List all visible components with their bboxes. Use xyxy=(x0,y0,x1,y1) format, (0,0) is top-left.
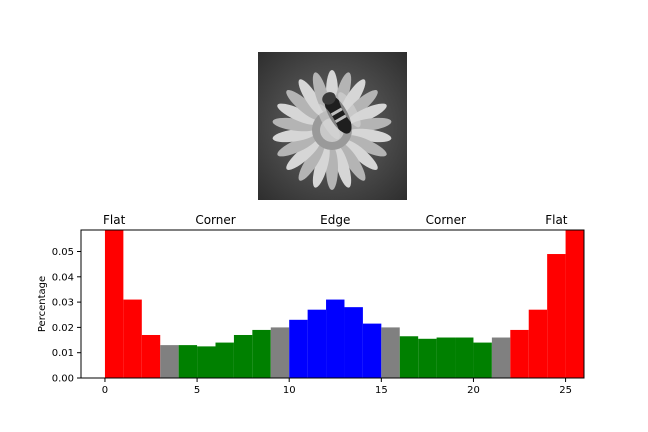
petal-shape xyxy=(298,143,325,181)
region-label: Corner xyxy=(426,213,466,227)
y-tick-label: 0.05 xyxy=(52,247,74,258)
histogram-bar xyxy=(123,299,142,378)
y-tick-label: 0.04 xyxy=(52,272,74,283)
region-label: Corner xyxy=(195,213,235,227)
y-tick-label: 0.00 xyxy=(52,374,74,385)
histogram-bar xyxy=(233,334,253,378)
histogram-bar xyxy=(197,346,216,378)
histogram-bar xyxy=(289,319,308,378)
x-tick-label: 20 xyxy=(467,385,480,396)
histogram-bar xyxy=(252,329,271,378)
histogram-bar xyxy=(270,327,290,378)
petal-shape xyxy=(312,145,330,188)
flower-insect-photo xyxy=(258,52,407,200)
y-tick-label: 0.01 xyxy=(52,348,74,359)
histogram-bar xyxy=(399,336,419,378)
x-tick-label: 15 xyxy=(375,385,388,396)
y-tick-label: 0.02 xyxy=(52,323,74,334)
histogram-bar xyxy=(215,342,234,378)
x-tick-label: 25 xyxy=(559,385,572,396)
y-tick-label: 0.03 xyxy=(52,298,74,309)
x-tick-label: 10 xyxy=(283,385,296,396)
histogram-bar xyxy=(362,323,382,378)
petal-shape xyxy=(286,139,321,170)
region-label: Edge xyxy=(320,213,350,227)
petal-shape xyxy=(343,139,378,170)
histogram-bar xyxy=(528,309,548,378)
petal-shape xyxy=(339,143,366,181)
histogram-bar xyxy=(104,230,124,378)
histogram-bar xyxy=(547,254,566,378)
petal-shape xyxy=(286,90,321,121)
x-tick-label: 5 xyxy=(194,385,200,396)
region-label: Flat xyxy=(103,213,126,227)
histogram-bar xyxy=(418,338,437,378)
histogram-bar xyxy=(436,337,456,378)
histogram-bar xyxy=(473,342,492,378)
petal-shape xyxy=(277,103,318,125)
plot-frame xyxy=(80,229,585,379)
histogram-bar xyxy=(565,230,584,378)
histogram-bar xyxy=(491,337,511,378)
histogram-bar xyxy=(455,337,474,378)
petal-shape xyxy=(277,135,318,157)
y-axis-title: Percentage xyxy=(37,276,48,332)
petal-shape xyxy=(272,128,317,143)
petal-shape xyxy=(334,145,352,188)
histogram-bar xyxy=(307,309,327,378)
histogram-bar xyxy=(141,334,161,378)
region-label: Flat xyxy=(545,213,568,227)
histogram-bar xyxy=(381,327,400,378)
petal-shape xyxy=(346,135,387,157)
histogram-bar xyxy=(326,299,345,378)
histogram-bar xyxy=(160,345,179,378)
x-tick-label: 0 xyxy=(102,385,108,396)
histogram-bar xyxy=(178,345,198,378)
histogram-bar xyxy=(344,307,363,378)
histogram-bar xyxy=(510,329,529,378)
